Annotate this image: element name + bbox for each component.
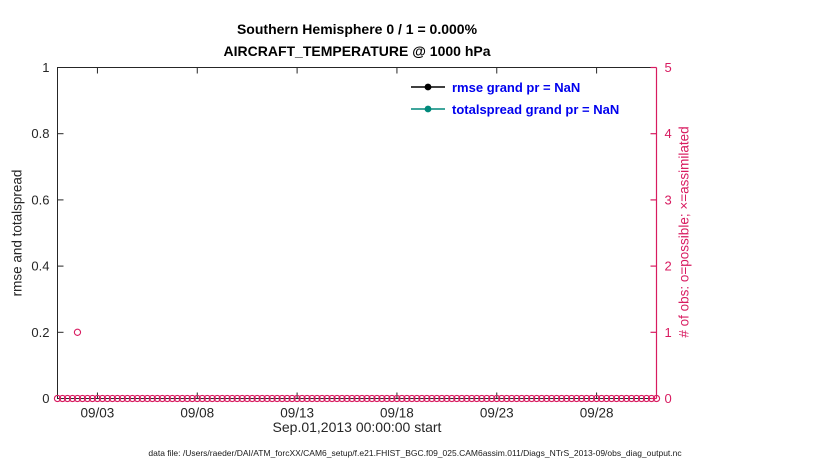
svg-text:09/08: 09/08	[180, 406, 214, 421]
possible-obs-markers	[53, 328, 661, 403]
legend: rmse grand pr = NaN totalspread grand pr…	[411, 76, 619, 120]
svg-text:5: 5	[665, 60, 672, 75]
svg-text:09/18: 09/18	[380, 406, 414, 421]
svg-text:09/03: 09/03	[81, 406, 115, 421]
rmse-line-marker-icon	[411, 83, 445, 91]
plot-title-line2: AIRCRAFT_TEMPERATURE @ 1000 hPa	[223, 43, 491, 59]
svg-text:0: 0	[42, 391, 49, 406]
svg-text:0: 0	[665, 391, 672, 406]
svg-text:09/23: 09/23	[480, 406, 514, 421]
legend-label-totalspread: totalspread grand pr = NaN	[452, 101, 620, 117]
svg-text:0.6: 0.6	[31, 192, 49, 207]
svg-text:2: 2	[665, 259, 672, 274]
svg-text:3: 3	[665, 192, 672, 207]
svg-text:0.8: 0.8	[31, 126, 49, 141]
legend-item-totalspread: totalspread grand pr = NaN	[411, 98, 619, 120]
svg-text:0.2: 0.2	[31, 325, 49, 340]
svg-text:0.4: 0.4	[31, 259, 49, 274]
svg-text:1: 1	[665, 325, 672, 340]
legend-item-rmse: rmse grand pr = NaN	[411, 76, 619, 98]
data-file-caption: data file: /Users/raeder/DAI/ATM_forcXX/…	[148, 448, 682, 458]
svg-text:09/13: 09/13	[280, 406, 314, 421]
svg-text:1: 1	[42, 60, 49, 75]
x-axis-label: Sep.01,2013 00:00:00 start	[272, 419, 442, 435]
totalspread-line-marker-icon	[411, 105, 445, 113]
svg-text:4: 4	[665, 126, 672, 141]
plot-title-line1: Southern Hemisphere 0 / 1 = 0.000%	[236, 21, 478, 37]
svg-text:09/28: 09/28	[580, 406, 614, 421]
legend-label-rmse: rmse grand pr = NaN	[452, 79, 581, 95]
